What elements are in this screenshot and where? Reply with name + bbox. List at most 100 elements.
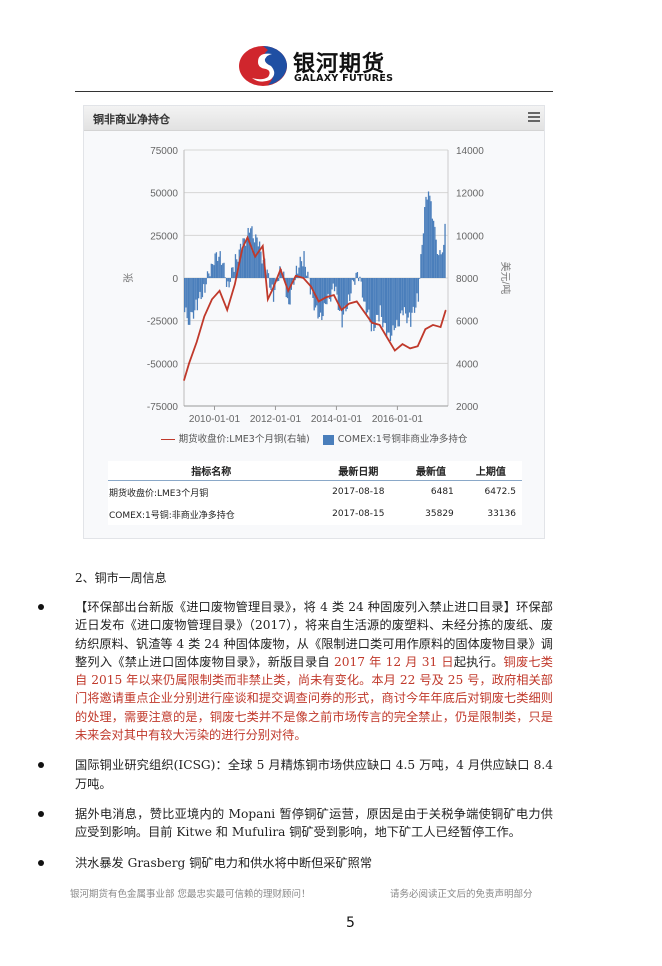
bar xyxy=(336,278,337,295)
bar xyxy=(359,277,360,278)
bar xyxy=(380,278,381,305)
bar xyxy=(201,278,202,299)
price-point xyxy=(295,275,296,276)
bullet-icon xyxy=(38,860,44,866)
bar xyxy=(350,278,351,293)
bar xyxy=(322,278,323,316)
news-item-waste-catalog: 【环保部出台新版《进口废物管理目录》，将 4 类 24 种固废列入禁止进口目录】… xyxy=(75,598,553,744)
bar xyxy=(358,278,359,281)
page-number: 5 xyxy=(346,915,355,931)
bar xyxy=(194,278,195,310)
bar xyxy=(392,278,393,325)
bar xyxy=(442,252,443,278)
bar xyxy=(399,278,400,326)
bar xyxy=(400,278,401,313)
legend-item-positions[interactable]: COMEX:1号铜非商业净多持仓 xyxy=(338,434,468,445)
bar xyxy=(394,278,395,330)
bar xyxy=(354,278,355,285)
bar xyxy=(234,272,235,278)
x-tick-label: 2010-01-01 xyxy=(189,414,241,425)
price-point xyxy=(242,248,243,249)
bar xyxy=(307,272,308,278)
bullet-icon xyxy=(38,604,44,610)
bar xyxy=(246,239,247,278)
bar xyxy=(406,278,407,323)
price-point xyxy=(387,337,388,338)
bar xyxy=(192,278,193,312)
price-point xyxy=(255,256,256,257)
bar xyxy=(383,278,384,323)
bar xyxy=(320,278,321,313)
legend-bar-swatch xyxy=(323,435,334,445)
bar xyxy=(195,278,196,300)
y-axis-title-left: 张 xyxy=(123,273,135,283)
y-tick-label-left: 75000 xyxy=(150,146,178,157)
bar xyxy=(375,278,376,328)
bar xyxy=(372,278,373,324)
bar xyxy=(439,250,440,278)
bar xyxy=(427,200,428,278)
bar xyxy=(335,278,336,287)
logo-subtext: GALAXY FUTURES xyxy=(294,73,393,84)
bar xyxy=(362,278,363,298)
bar xyxy=(408,278,409,318)
bar xyxy=(228,278,229,287)
y-tick-label-left: 0 xyxy=(172,274,178,285)
bar xyxy=(272,278,273,285)
price-point xyxy=(280,269,281,270)
cell-previous: 33136 xyxy=(460,503,522,525)
price-point xyxy=(402,344,403,345)
bar xyxy=(190,278,191,312)
bar xyxy=(395,278,396,328)
bar xyxy=(387,278,388,333)
chart-legend: 期货收盘价:LME3个月铜(右轴) COMEX:1号铜非商业净多持仓 xyxy=(84,431,544,445)
legend-item-price[interactable]: 期货收盘价:LME3个月铜(右轴) xyxy=(179,434,310,445)
news-item-icsg: 国际铜业研究组织(ICSG)：全球 5 月精炼铜市场供应缺口 4.5 万吨，4 … xyxy=(75,756,553,793)
bar xyxy=(187,278,188,318)
bar xyxy=(225,277,226,278)
bar xyxy=(209,276,210,278)
bar xyxy=(306,276,307,278)
price-point xyxy=(267,299,268,300)
price-point xyxy=(425,329,426,330)
body-content: 2、铜市一周信息 【环保部出台新版《进口废物管理目录》，将 4 类 24 种固废… xyxy=(0,570,662,966)
bar xyxy=(428,191,429,278)
bar xyxy=(220,251,221,278)
price-point xyxy=(262,245,263,246)
highlight-date: 2017 年 12 月 31 日 xyxy=(334,655,454,669)
bar xyxy=(300,257,301,278)
bar xyxy=(420,254,421,278)
price-point xyxy=(371,322,372,323)
price-point xyxy=(341,309,342,310)
bar xyxy=(259,242,260,278)
bar xyxy=(189,278,190,325)
price-point xyxy=(288,290,289,291)
bar xyxy=(213,265,214,278)
bar xyxy=(376,278,377,315)
price-point xyxy=(204,316,205,317)
price-point xyxy=(310,286,311,287)
footer-slogan: 银河期货有色金属事业部 您最忠实最可信赖的理财顾问！ xyxy=(70,886,311,900)
cell-name: COMEX:1号铜:非商业净多持仓 xyxy=(108,503,314,525)
bar xyxy=(409,278,410,313)
y-tick-label-right: 2000 xyxy=(456,402,479,413)
bar xyxy=(197,278,198,310)
text: 国际铜业研究组织(ICSG)：全球 5 月精炼铜市场供应缺口 4.5 万吨，4 … xyxy=(75,758,553,790)
bar xyxy=(401,278,402,310)
bar xyxy=(405,278,406,314)
bar xyxy=(185,278,186,307)
col-header-name: 指标名称 xyxy=(108,461,314,481)
price-point xyxy=(211,299,212,300)
price-point xyxy=(364,312,365,313)
bar xyxy=(206,278,207,284)
bar xyxy=(260,252,261,278)
bar xyxy=(231,268,232,278)
bar xyxy=(441,254,442,278)
col-header-previous: 上期值 xyxy=(460,461,522,481)
price-point xyxy=(417,346,418,347)
bar xyxy=(261,263,262,278)
bar xyxy=(232,267,233,278)
bar xyxy=(419,278,420,279)
